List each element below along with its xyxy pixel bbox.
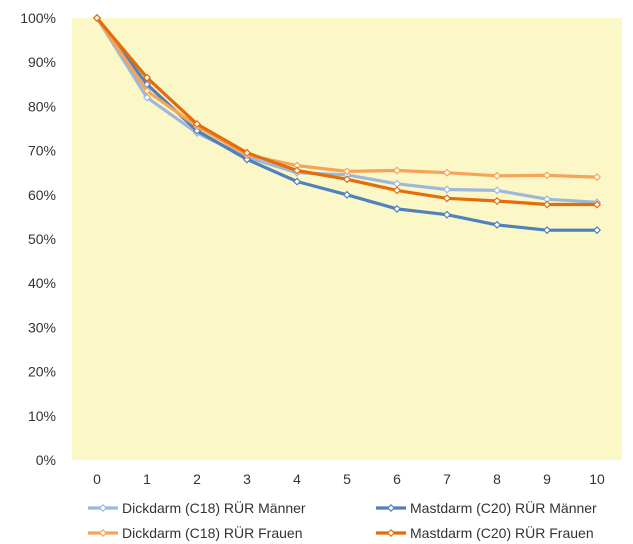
data-point: [592, 226, 602, 235]
y-tick-label: 0%: [36, 452, 56, 468]
x-tick-label: 9: [543, 471, 551, 487]
legend-swatch-marker: [98, 528, 108, 538]
data-point: [442, 210, 452, 219]
data-point: [492, 171, 502, 180]
data-point: [342, 175, 352, 184]
x-tick-label: 3: [243, 471, 251, 487]
data-point: [292, 166, 302, 175]
data-point: [242, 155, 252, 164]
data-point: [192, 126, 202, 135]
x-tick-label: 6: [393, 471, 401, 487]
x-tick-label: 5: [343, 471, 351, 487]
data-point: [342, 190, 352, 199]
x-tick-label: 2: [193, 471, 201, 487]
y-tick-label: 100%: [20, 10, 56, 26]
data-point: [542, 171, 552, 180]
y-tick-label: 50%: [28, 231, 56, 247]
y-tick-label: 40%: [28, 275, 56, 291]
legend-swatch-marker: [98, 503, 108, 513]
x-tick-label: 4: [293, 471, 301, 487]
y-tick-label: 20%: [28, 364, 56, 380]
y-axis: 0% 10% 20% 30% 40% 50% 60% 70% 80% 90% 100%: [20, 10, 56, 468]
data-point: [542, 200, 552, 209]
legend-item: Dickdarm (C18) RÜR Männer: [88, 499, 306, 516]
legend: Dickdarm (C18) RÜR Männer Mastdarm (C20) …: [88, 499, 597, 541]
data-point: [542, 226, 552, 235]
data-point: [442, 194, 452, 203]
legend-item: Dickdarm (C18) RÜR Frauen: [88, 524, 302, 541]
y-tick-label: 70%: [28, 143, 56, 159]
legend-swatch-marker: [386, 503, 396, 513]
data-point: [592, 200, 602, 209]
data-point: [492, 186, 502, 195]
data-point: [292, 177, 302, 186]
legend-label: Mastdarm (C20) RÜR Frauen: [410, 524, 594, 541]
y-tick-label: 80%: [28, 98, 56, 114]
data-point: [392, 166, 402, 175]
legend-item: Mastdarm (C20) RÜR Männer: [376, 499, 597, 516]
data-point: [442, 168, 452, 177]
series-4: [92, 13, 602, 209]
legend-swatch-marker: [386, 528, 396, 538]
legend-label: Mastdarm (C20) RÜR Männer: [410, 499, 597, 516]
y-tick-label: 30%: [28, 319, 56, 335]
y-tick-label: 90%: [28, 54, 56, 70]
data-point: [592, 173, 602, 182]
data-point: [192, 120, 202, 129]
x-tick-label: 10: [589, 471, 605, 487]
series-3: [92, 13, 602, 182]
x-axis: 0 1 2 3 4 5 6 7 8 9 10: [93, 471, 605, 487]
data-point: [492, 220, 502, 229]
data-point: [392, 186, 402, 195]
data-point: [492, 196, 502, 206]
legend-item: Mastdarm (C20) RÜR Frauen: [376, 524, 594, 541]
x-tick-label: 8: [493, 471, 501, 487]
legend-label: Dickdarm (C18) RÜR Männer: [122, 499, 306, 516]
series-lines: [92, 13, 602, 235]
x-tick-label: 1: [143, 471, 151, 487]
data-point: [142, 73, 152, 82]
data-point: [92, 13, 102, 23]
data-point: [142, 86, 152, 95]
y-tick-label: 60%: [28, 187, 56, 203]
data-point: [142, 93, 152, 102]
x-tick-label: 7: [443, 471, 451, 487]
data-point: [442, 185, 452, 194]
x-tick-label: 0: [93, 471, 101, 487]
y-tick-label: 10%: [28, 408, 56, 424]
legend-label: Dickdarm (C18) RÜR Frauen: [122, 524, 302, 541]
data-point: [242, 148, 252, 157]
data-point: [392, 204, 402, 213]
data-point: [342, 167, 352, 176]
